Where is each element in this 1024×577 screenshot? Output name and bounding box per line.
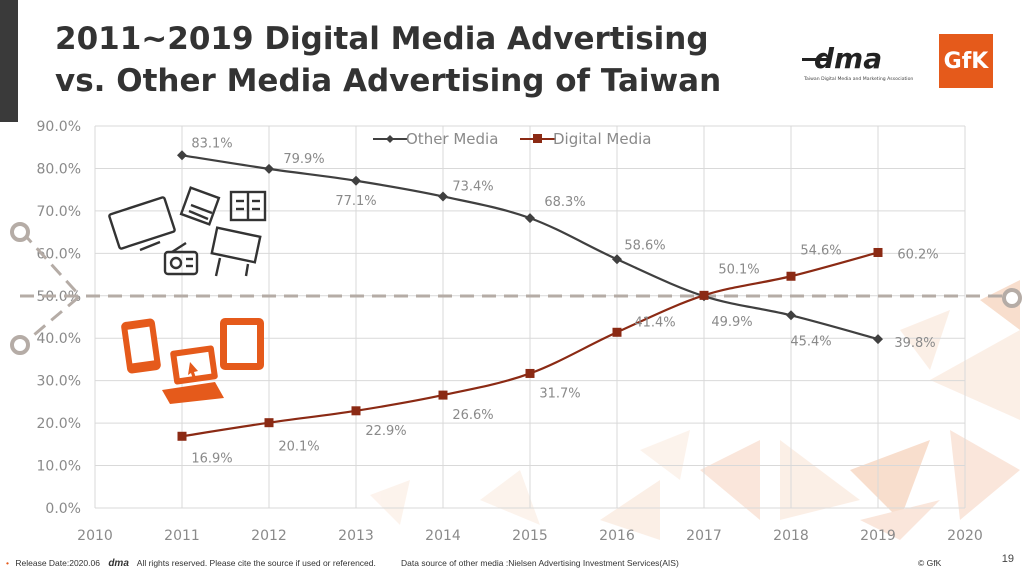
y-tick-label: 60.0%: [37, 246, 81, 262]
tablet-icon: [220, 318, 264, 370]
data-label-digital-media: 31.7%: [539, 386, 580, 401]
reference-line-50: [10, 222, 1022, 355]
y-tick-label: 30.0%: [37, 374, 81, 390]
data-point-digital-media: [699, 290, 709, 300]
data-label-other-media: 73.4%: [452, 179, 493, 194]
x-tick-label: 2016: [599, 528, 635, 544]
legend-label-digital-media: Digital Media: [553, 130, 651, 148]
x-tick-label: 2015: [512, 528, 548, 544]
billboard-icon: [210, 226, 262, 277]
y-tick-label: 80.0%: [37, 161, 81, 177]
legend-item-other-media: Other Media: [373, 130, 498, 148]
data-point-other-media: [264, 163, 274, 174]
data-point-other-media: [786, 310, 796, 321]
data-point-digital-media: [873, 247, 883, 257]
data-label-other-media: 39.8%: [894, 336, 935, 351]
gfk-logo-text: GfK: [943, 48, 989, 74]
x-tick-label: 2017: [686, 528, 722, 544]
data-label-digital-media: 22.9%: [365, 424, 406, 439]
data-label-digital-media: 60.2%: [897, 247, 938, 262]
data-point-digital-media: [525, 368, 535, 378]
footer-copyright: © GfK: [918, 558, 942, 568]
chart-gridlines: [94, 125, 966, 509]
tv-icon: [108, 196, 176, 252]
magazine-icon: [229, 190, 267, 222]
data-point-other-media: [873, 334, 883, 345]
y-tick-label: 0.0%: [45, 501, 81, 517]
data-point-digital-media: [351, 406, 361, 416]
chart-data-labels: 83.1% 79.9% 77.1% 73.4% 68.3% 58.6% 49.9% 45.4%…: [191, 136, 938, 466]
y-tick-label: 50.0%: [37, 289, 81, 305]
y-tick-label: 40.0%: [37, 331, 81, 347]
data-point-digital-media: [438, 390, 448, 400]
dma-logo-subtitle: Taiwan Digital Media and Marketing Assoc…: [803, 76, 913, 82]
data-point-digital-media: [177, 431, 187, 441]
data-label-other-media: 45.4%: [790, 334, 831, 349]
data-label-other-media: 49.9%: [711, 315, 752, 330]
data-label-digital-media: 20.1%: [278, 440, 319, 455]
data-label-digital-media: 16.9%: [191, 451, 232, 466]
footer-data-source: Data source of other media :Nielsen Adve…: [401, 558, 679, 568]
title-accent-bar: [0, 0, 18, 122]
x-tick-label: 2019: [860, 528, 896, 544]
x-tick-label: 2018: [773, 528, 809, 544]
x-tick-label: 2013: [338, 528, 374, 544]
data-point-other-media: [525, 213, 535, 224]
data-label-other-media: 58.6%: [624, 238, 665, 253]
footer-bullet: •: [6, 558, 9, 568]
footer-dma-mark: dma: [108, 558, 129, 569]
x-tick-label: 2020: [947, 528, 983, 544]
slide-number: 19: [1001, 553, 1014, 565]
slide-title: 2011~2019 Digital Media Advertising vs. …: [55, 18, 755, 102]
data-label-other-media: 77.1%: [335, 194, 376, 209]
chart-series: [177, 150, 883, 441]
footer: • Release Date:2020.06 dma All rights re…: [6, 558, 986, 574]
radio-icon: [163, 241, 199, 276]
y-tick-label: 10.0%: [37, 459, 81, 475]
x-tick-label: 2012: [251, 528, 287, 544]
footer-release-date: Release Date:2020.06: [15, 558, 100, 568]
dma-logo: dma Taiwan Digital Media and Marketing A…: [802, 44, 913, 82]
laptop-icon: [162, 345, 224, 404]
legend-label-other-media: Other Media: [406, 130, 498, 148]
y-tick-label: 20.0%: [37, 416, 81, 432]
data-label-digital-media: 54.6%: [800, 243, 841, 258]
gfk-logo: GfK: [939, 34, 993, 88]
traditional-media-icons: [108, 186, 267, 277]
data-point-digital-media: [786, 271, 796, 281]
data-point-other-media: [612, 254, 622, 265]
reference-circle-left-top: [10, 222, 30, 242]
digital-device-icons: [121, 318, 264, 404]
data-label-other-media: 83.1%: [191, 136, 232, 151]
phone-icon: [121, 318, 161, 374]
slide-title-line-2: vs. Other Media Advertising of Taiwan: [55, 63, 722, 99]
reference-circle-right: [1002, 288, 1022, 308]
data-label-other-media: 79.9%: [283, 152, 324, 167]
data-point-other-media: [351, 175, 361, 186]
data-label-other-media: 68.3%: [544, 195, 585, 210]
y-axis-ticks: 0.0% 10.0% 20.0% 30.0% 40.0% 50.0% 60.0% 70.0% 8…: [37, 119, 81, 517]
data-label-digital-media: 50.1%: [718, 262, 759, 277]
data-point-other-media: [438, 191, 448, 202]
x-axis-ticks: 2010 2011 2012 2013 2014 2015 2016 2017 2018 2019…: [77, 528, 983, 544]
newspaper-icon: [179, 186, 221, 226]
x-tick-label: 2010: [77, 528, 113, 544]
data-point-digital-media: [612, 327, 622, 337]
decorative-triangles: [370, 280, 1020, 540]
data-label-digital-media: 41.4%: [634, 315, 675, 330]
chart-legend: Other Media Digital Media: [373, 130, 651, 148]
y-tick-label: 90.0%: [37, 119, 81, 135]
slide-title-line-1: 2011~2019 Digital Media Advertising: [55, 21, 709, 57]
x-tick-label: 2014: [425, 528, 461, 544]
legend-item-digital-media: Digital Media: [520, 130, 651, 148]
data-label-digital-media: 26.6%: [452, 408, 493, 423]
reference-circle-left-bottom: [10, 335, 30, 355]
x-tick-label: 2011: [164, 528, 200, 544]
data-point-digital-media: [264, 418, 274, 428]
data-point-other-media: [177, 150, 187, 161]
y-tick-label: 70.0%: [37, 204, 81, 220]
footer-rights: All rights reserved. Please cite the sou…: [136, 558, 376, 568]
